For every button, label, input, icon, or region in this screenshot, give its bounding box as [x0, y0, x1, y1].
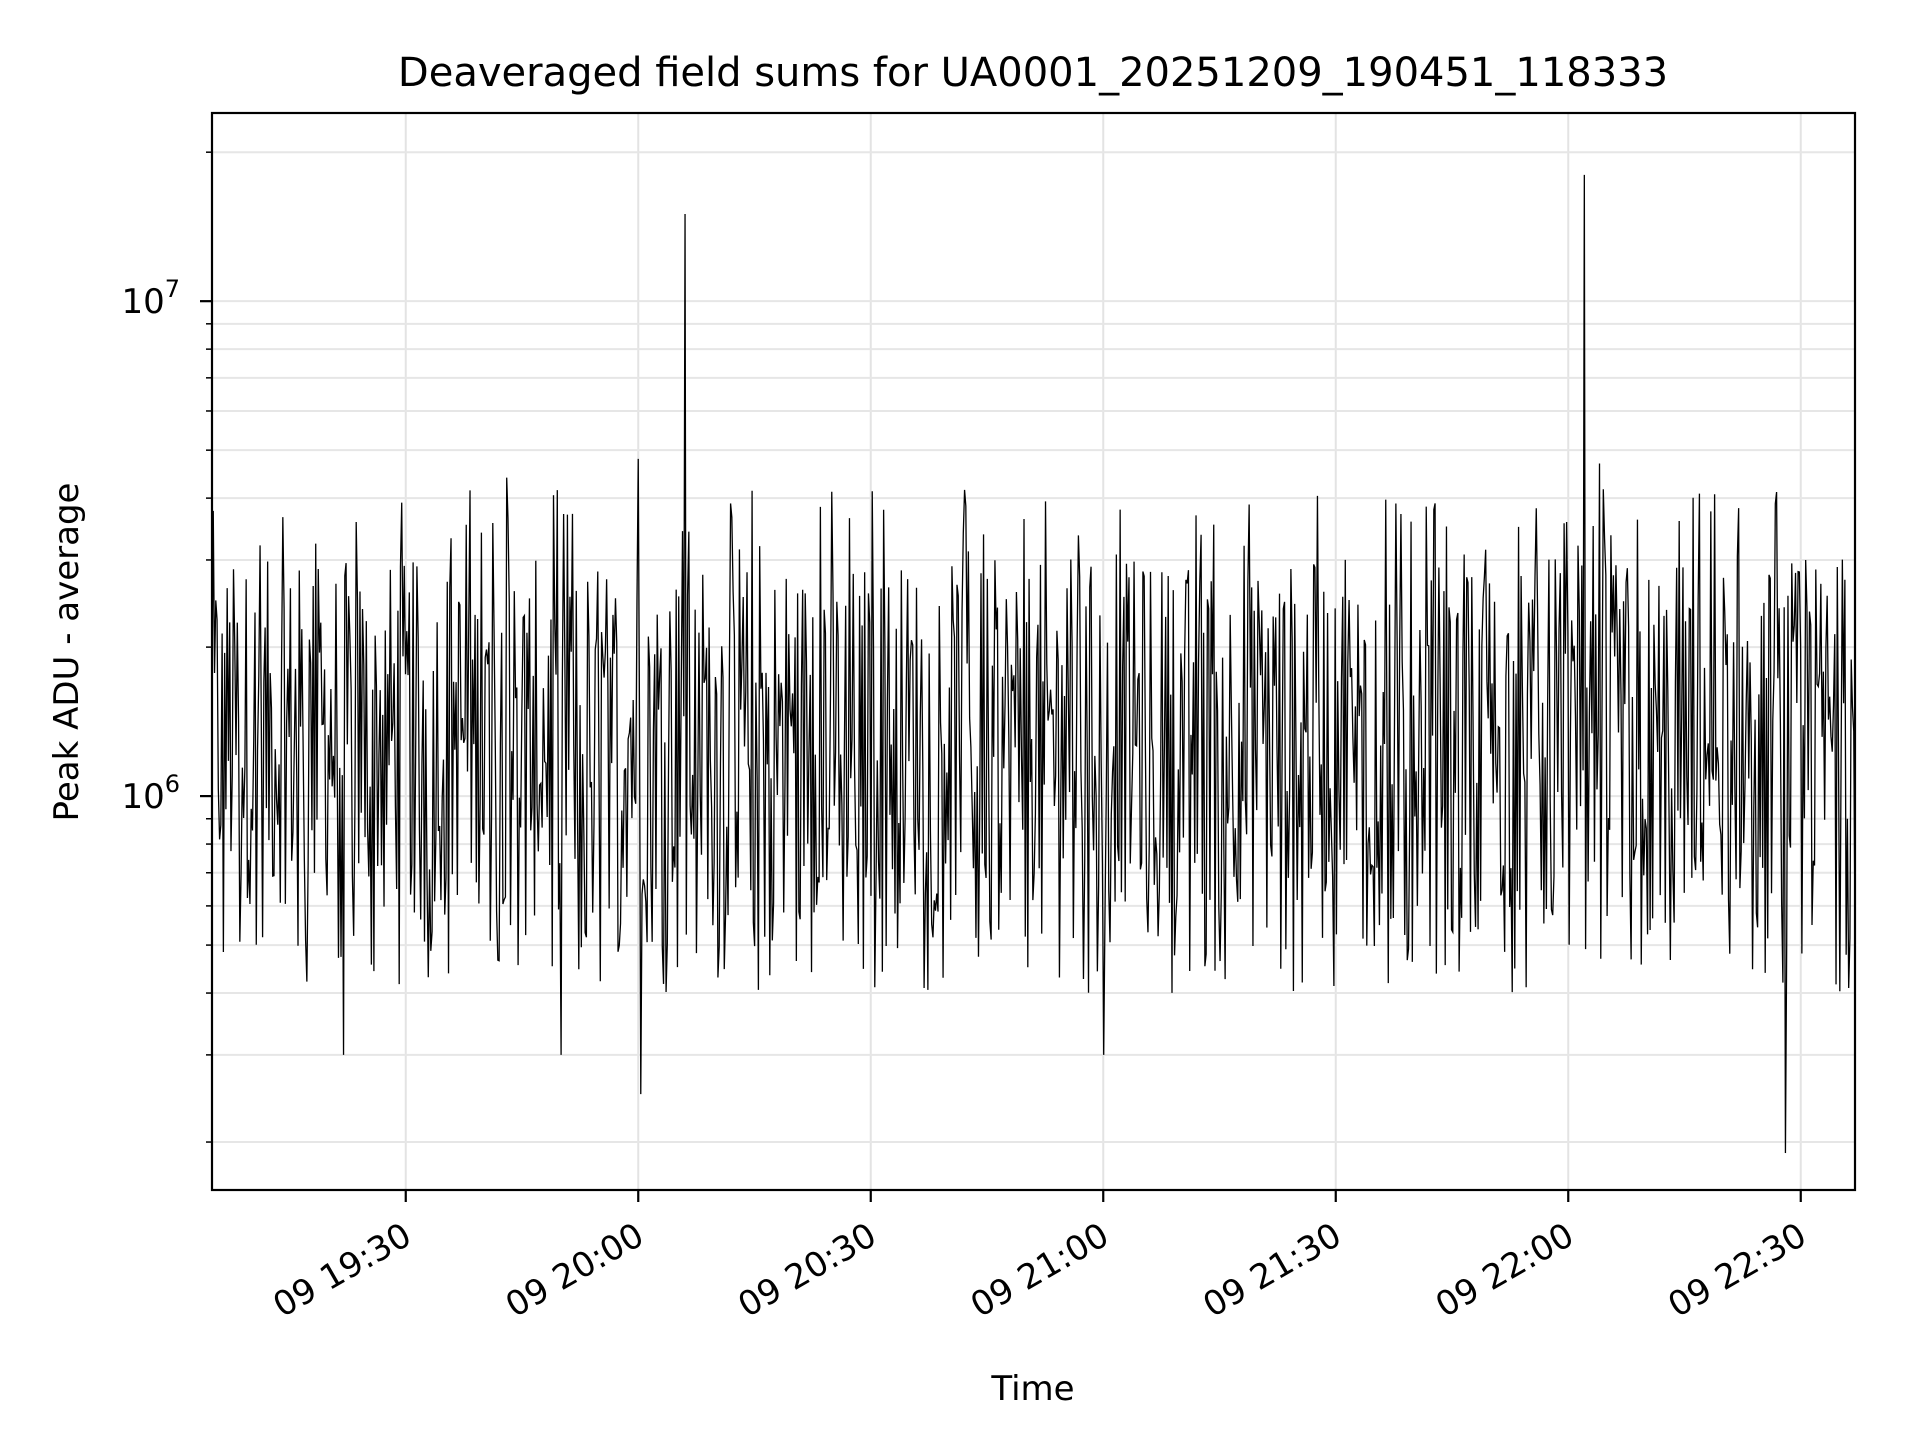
y-tick-label: 106: [121, 770, 180, 817]
y-tick-base: 10: [121, 777, 164, 817]
y-tick-label: 107: [121, 275, 180, 322]
x-axis-label: Time: [990, 1369, 1074, 1409]
grid-lines: [212, 113, 1855, 1190]
y-tick-exponent: 6: [165, 770, 180, 798]
chart-title: Deaveraged field sums for UA0001_2025120…: [398, 50, 1668, 96]
series-line: [211, 174, 1856, 1154]
series-layer: [211, 174, 1856, 1154]
y-tick-exponent: 7: [165, 275, 180, 303]
y-axis-label: Peak ADU - average: [47, 483, 87, 822]
plot-frame: [210, 111, 1857, 1192]
y-tick-base: 10: [121, 282, 164, 322]
